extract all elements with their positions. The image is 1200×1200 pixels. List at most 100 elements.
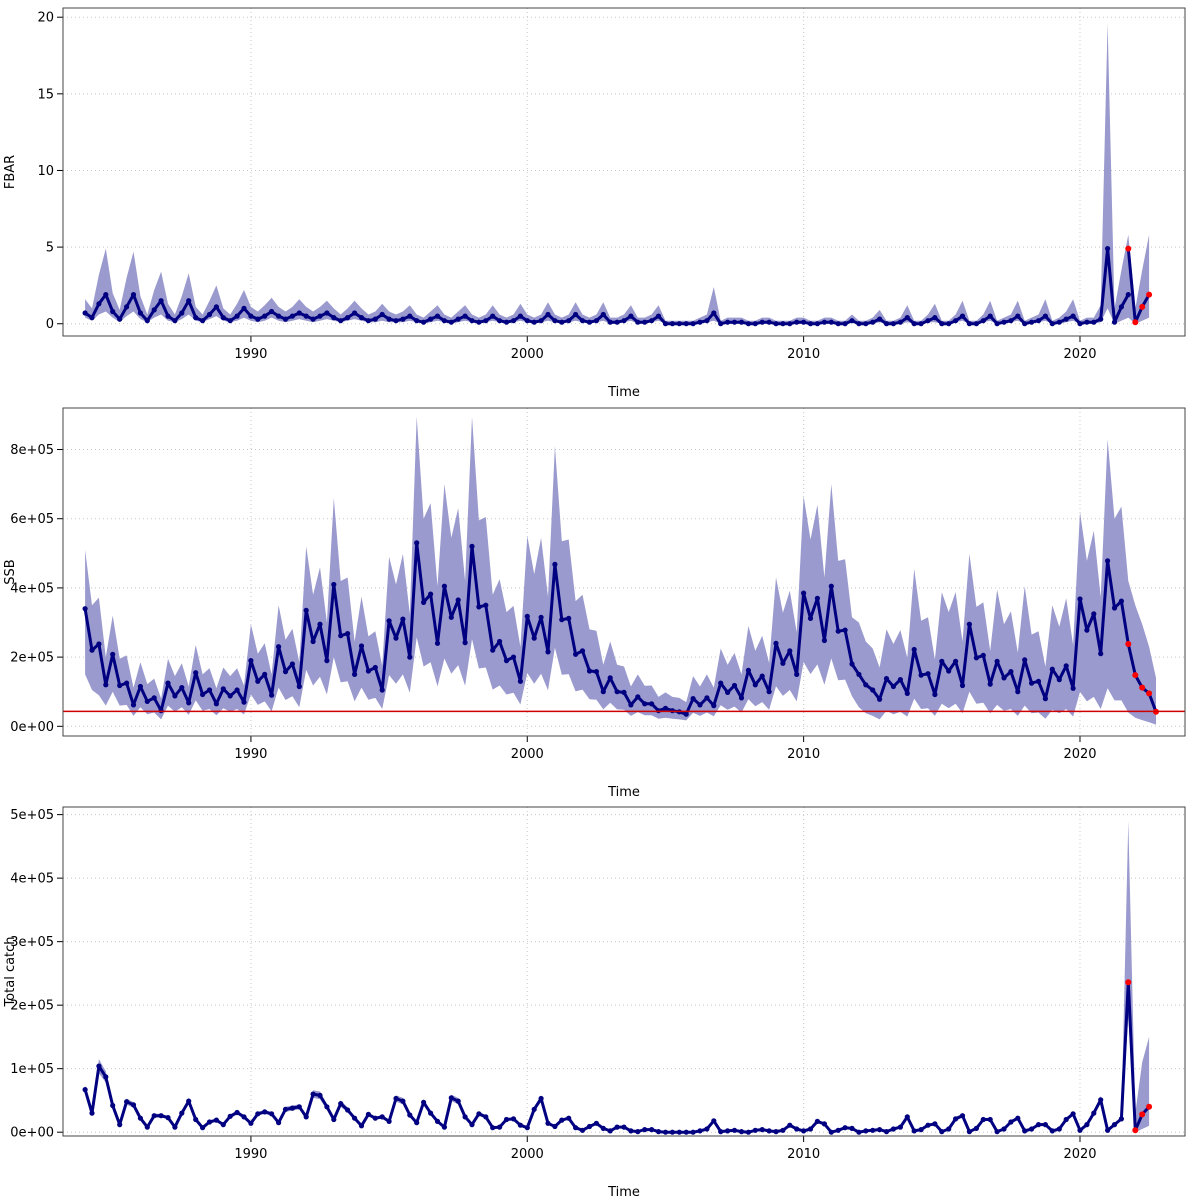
catch-point	[704, 1126, 710, 1132]
catch-x-axis-label: Time	[607, 1185, 640, 1200]
fbar-point	[89, 315, 95, 321]
fbar-point	[282, 316, 289, 322]
fbar-point	[469, 318, 475, 324]
fbar-point	[510, 318, 517, 324]
fbar-point	[690, 321, 696, 327]
fbar-point	[856, 321, 862, 327]
fbar-point	[310, 316, 316, 322]
fbar-point	[379, 311, 385, 318]
fbar-point	[600, 311, 606, 318]
catch-point	[649, 1127, 655, 1133]
catch-point	[745, 1129, 752, 1135]
catch-point	[545, 1120, 551, 1126]
ssb-point	[794, 671, 800, 678]
catch-point	[358, 1123, 365, 1129]
fbar-point	[1008, 318, 1014, 324]
catch-forecast-point	[1139, 1111, 1146, 1118]
catch-point	[918, 1127, 924, 1133]
catch-point	[462, 1114, 468, 1120]
fbar-point	[766, 319, 772, 325]
catch-point	[531, 1106, 537, 1112]
fbar-point	[801, 319, 807, 325]
ssb-point	[262, 671, 268, 678]
fbar-point	[317, 313, 323, 319]
fbar-point	[103, 292, 109, 298]
ssb-point	[1091, 611, 1097, 617]
catch-point	[828, 1129, 834, 1135]
fbar-point	[1084, 319, 1090, 325]
catch-point	[1118, 1116, 1124, 1122]
ssb-point	[973, 655, 980, 661]
fbar-point	[1070, 313, 1076, 319]
ssb-point	[469, 543, 475, 550]
ssb-point	[117, 682, 123, 689]
catch-point	[1008, 1119, 1014, 1125]
catch-grid	[63, 807, 1185, 1136]
fbar-point	[428, 316, 434, 322]
fbar-point	[1035, 318, 1042, 324]
ssb-point	[331, 581, 337, 588]
ssb-point	[1029, 680, 1035, 686]
fbar-point	[303, 313, 309, 319]
ssb-point	[124, 680, 130, 686]
ssb-point	[96, 641, 102, 647]
fbar-point	[635, 319, 641, 325]
ssb-point	[1118, 598, 1124, 604]
catch-point	[794, 1126, 800, 1132]
ssb-point	[649, 701, 655, 707]
fbar-point	[324, 310, 330, 316]
fbar-point	[227, 318, 233, 324]
ssb-point	[994, 658, 1000, 664]
fbar-point	[358, 315, 365, 321]
catch-point	[897, 1124, 904, 1130]
fbar-point	[959, 313, 966, 319]
fbar-point	[953, 318, 959, 324]
catch-point	[137, 1115, 143, 1121]
fbar-point	[835, 321, 841, 327]
fbar-series	[82, 246, 1131, 327]
ssb-point	[966, 621, 973, 627]
catch-ytick-label-1: 1e+05	[10, 1062, 54, 1077]
fbar-point	[918, 321, 924, 327]
ssb-point	[241, 699, 247, 705]
fbar-point	[331, 315, 337, 321]
fbar-forecast-line	[1126, 248, 1151, 324]
fbar-point	[476, 319, 482, 325]
ssb-point	[628, 702, 634, 708]
catch-point	[1029, 1126, 1035, 1132]
fbar-point	[1029, 319, 1035, 325]
ssb-point	[773, 640, 779, 646]
ssb-point	[939, 658, 945, 664]
ssb-point	[545, 649, 551, 655]
fbar-point	[897, 319, 904, 325]
ssb-point	[1105, 558, 1111, 564]
catch-point	[372, 1115, 378, 1121]
ssb-point	[579, 648, 586, 654]
catch-point	[310, 1091, 316, 1097]
ssb-point	[1063, 663, 1069, 669]
catch-point	[296, 1104, 302, 1110]
fbar-point	[96, 301, 102, 307]
catch-point	[317, 1092, 323, 1098]
ssb-point	[282, 669, 289, 675]
catch-series	[82, 979, 1131, 1135]
catch-point	[365, 1111, 371, 1117]
ssb-point	[814, 595, 821, 601]
ssb-point	[987, 681, 993, 687]
ssb-point	[593, 669, 600, 675]
catch-forecast-point	[1146, 1103, 1153, 1110]
ssb-point	[1042, 696, 1048, 702]
fbar-point	[593, 318, 600, 324]
catch-point	[856, 1129, 862, 1135]
ssb-point	[662, 705, 669, 711]
ssb-point	[490, 647, 496, 653]
fbar-grid	[63, 8, 1185, 336]
ssb-y-axis-label: SSB	[3, 559, 18, 584]
catch-point	[1084, 1122, 1090, 1128]
ssb-point	[586, 668, 593, 674]
catch-point	[124, 1099, 130, 1105]
fbar-point	[745, 321, 752, 327]
ssb-point	[110, 651, 116, 657]
fbar-point	[559, 319, 565, 325]
catch-point	[883, 1129, 890, 1135]
